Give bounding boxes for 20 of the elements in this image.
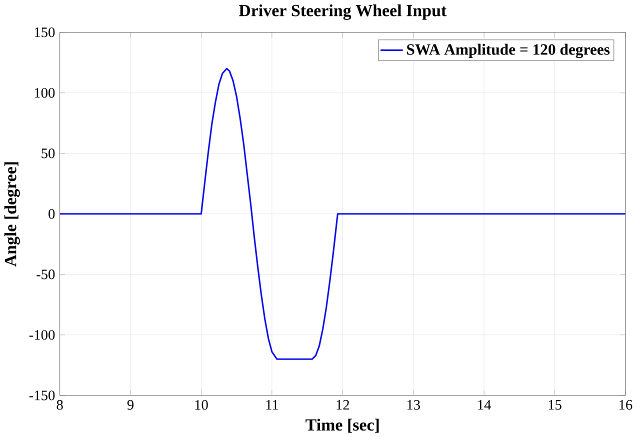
x-tick-label: 8 [56,400,63,410]
y-tick-label: -100 [29,330,55,340]
x-axis-title: Time [sec] [306,418,379,433]
x-tick-label: 12 [336,400,350,410]
y-tick-label: 100 [34,88,55,98]
x-tick-label: 16 [620,400,632,410]
x-tick-label: 15 [548,400,562,410]
y-tick-label: 0 [48,208,55,219]
x-tick-label: 14 [478,400,492,410]
chart-title: Driver Steering Wheel Input [238,4,447,20]
x-tick-label: 9 [127,400,134,410]
x-tick-label: 10 [195,400,208,410]
y-tick-label: 50 [42,148,55,158]
y-tick-label: -150 [29,390,55,400]
y-tick-label: 150 [34,27,55,38]
y-axis-title: Angle [degree] [4,162,20,267]
x-tick-label: 13 [407,400,420,410]
legend-label: SWA Amplitude = 120 degrees [407,44,610,58]
y-tick-label: -50 [36,270,55,280]
x-tick-label: 11 [266,400,278,410]
